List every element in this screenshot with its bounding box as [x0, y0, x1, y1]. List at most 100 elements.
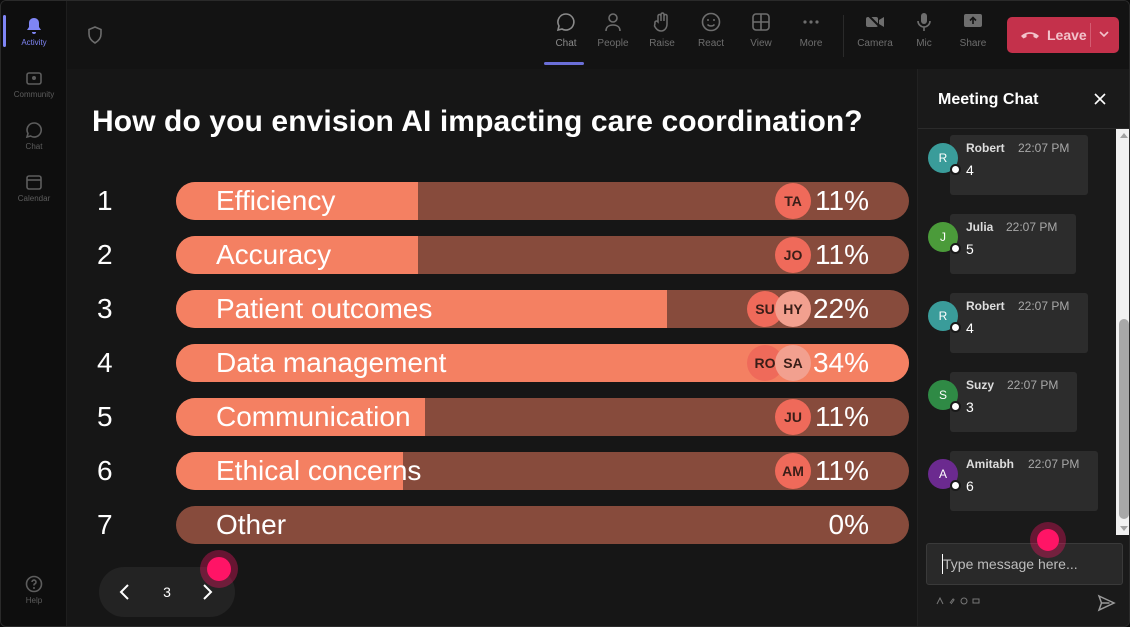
- rail-item-label: Calendar: [17, 193, 51, 203]
- send-icon[interactable]: [1096, 593, 1116, 613]
- sender-name: Amitabh: [966, 457, 1014, 471]
- option-number: 1: [97, 185, 113, 216]
- avatar-initial: J: [940, 230, 946, 244]
- message-bubble: Robert 22:07 PM 4: [950, 293, 1088, 353]
- option-percent: 22%: [812, 293, 869, 324]
- message-bubble: Julia 22:07 PM 5: [950, 214, 1076, 274]
- message-bubble: Robert 22:07 PM 4: [950, 135, 1088, 195]
- sender-avatar: R: [928, 143, 961, 175]
- sender-name: Julia: [966, 220, 994, 234]
- emoji-icon[interactable]: [960, 597, 968, 605]
- chevron-down-icon[interactable]: [1097, 27, 1111, 41]
- rail-item-label: Chat: [25, 141, 43, 151]
- mic-button-label: Mic: [916, 38, 932, 49]
- shield-icon: [88, 26, 102, 44]
- option-number: 2: [97, 239, 113, 270]
- message-time: 22:07 PM: [1018, 141, 1070, 155]
- chevron-left-icon[interactable]: [113, 580, 137, 604]
- gif-icon[interactable]: [972, 597, 980, 605]
- sender-avatar: R: [928, 301, 961, 333]
- message-bubble: Suzy 22:07 PM 3: [950, 372, 1077, 432]
- help-icon: [25, 575, 43, 592]
- option-number: 3: [97, 293, 113, 324]
- rail-item-label: Help: [25, 595, 43, 605]
- message-time: 22:07 PM: [1018, 299, 1070, 313]
- avatar-initial: S: [938, 388, 947, 402]
- chat-button-label: Chat: [555, 38, 577, 49]
- chat-composer: [926, 543, 1123, 585]
- rail-item-calendar[interactable]: Calendar: [1, 163, 67, 211]
- hand-icon: [653, 12, 668, 32]
- format-icon[interactable]: [936, 597, 944, 605]
- rail-item-chat[interactable]: Chat: [1, 111, 67, 159]
- sender-name: Suzy: [966, 378, 995, 392]
- chat-scrollbar[interactable]: [1116, 129, 1129, 535]
- voter-avatar: AM: [775, 453, 811, 489]
- chat-button[interactable]: Chat: [542, 11, 590, 65]
- bell-icon: [27, 17, 41, 34]
- poll-option-row: 1 Efficiency TA 11%: [67, 182, 917, 220]
- people-button[interactable]: People: [589, 11, 637, 61]
- view-button-label: View: [750, 38, 772, 49]
- attach-icon[interactable]: [948, 597, 956, 605]
- rail-item-activity[interactable]: Activity: [1, 7, 67, 55]
- message-time: 22:07 PM: [1006, 220, 1058, 234]
- chevron-right-icon[interactable]: [195, 580, 219, 604]
- option-percent: 0%: [828, 509, 869, 540]
- poll-stage: How do you envision AI impacting care co…: [67, 69, 917, 626]
- option-number: 7: [97, 509, 113, 540]
- share-button-label: Share: [959, 38, 987, 49]
- react-button[interactable]: React: [687, 11, 735, 61]
- share-button[interactable]: Share: [949, 11, 997, 61]
- leave-button[interactable]: Leave: [1007, 17, 1119, 53]
- voter-avatar: JO: [775, 237, 811, 273]
- option-bar-fill: [176, 236, 418, 274]
- poll-option-row: 5 Communication JU 11%: [67, 398, 917, 436]
- more-button[interactable]: More: [787, 11, 835, 61]
- sender-avatar: J: [928, 222, 961, 254]
- toolbar-divider: [843, 15, 844, 57]
- option-percent: 11%: [815, 401, 869, 432]
- grid-icon: [752, 13, 770, 31]
- rail-item-community[interactable]: Community: [1, 59, 67, 107]
- raise-hand-button[interactable]: Raise: [638, 11, 686, 61]
- rail-item-label: Activity: [21, 37, 47, 47]
- option-bar: Patient outcomes SU HY 22%: [176, 290, 909, 328]
- message-text: 4: [966, 162, 974, 178]
- meeting-chat-panel: Meeting Chat Robert 22:07 PM 4 R Julia 22:07 …: [917, 69, 1129, 626]
- option-bar-fill: [176, 452, 404, 490]
- more-button-label: More: [799, 38, 823, 49]
- mic-button[interactable]: Mic: [900, 11, 948, 61]
- message-text: 4: [966, 320, 974, 336]
- option-label: Ethical concerns: [216, 455, 422, 486]
- option-label: Data management: [216, 347, 447, 378]
- presence-dot: [950, 401, 961, 412]
- option-bar-fill: [176, 290, 668, 328]
- people-button-label: People: [597, 38, 629, 49]
- poll-option-row: 6 Ethical concerns AM 11%: [67, 452, 917, 490]
- chat-message: Julia 22:07 PM 5 J: [918, 214, 1116, 276]
- chat-icon: [556, 13, 575, 32]
- more-icon: [803, 20, 819, 24]
- rail-item-help[interactable]: Help: [1, 565, 67, 613]
- sender-avatar: A: [928, 459, 961, 491]
- scroll-up-arrow[interactable]: [1120, 133, 1128, 138]
- app-rail: Activity Community Chat Calendar Help: [1, 1, 67, 626]
- avatar-initial: R: [938, 309, 948, 323]
- community-icon: [26, 71, 42, 85]
- poll-option-row: 4 Data management RO SA 34%: [67, 344, 917, 382]
- scroll-thumb[interactable]: [1119, 319, 1129, 519]
- option-bar: Other 0%: [176, 506, 909, 544]
- voter-avatar: HY: [775, 291, 811, 327]
- message-time: 22:07 PM: [1028, 457, 1080, 471]
- scroll-down-arrow[interactable]: [1120, 526, 1128, 531]
- close-icon[interactable]: [1091, 90, 1109, 108]
- camera-button[interactable]: Camera: [851, 11, 899, 61]
- option-label: Accuracy: [216, 239, 332, 270]
- view-button[interactable]: View: [737, 11, 785, 61]
- camera-icon: [866, 13, 884, 31]
- option-bar-fill: [176, 182, 418, 220]
- message-input[interactable]: [927, 544, 1122, 584]
- share-screen-icon: [964, 14, 982, 27]
- touch-indicator: [1037, 529, 1059, 551]
